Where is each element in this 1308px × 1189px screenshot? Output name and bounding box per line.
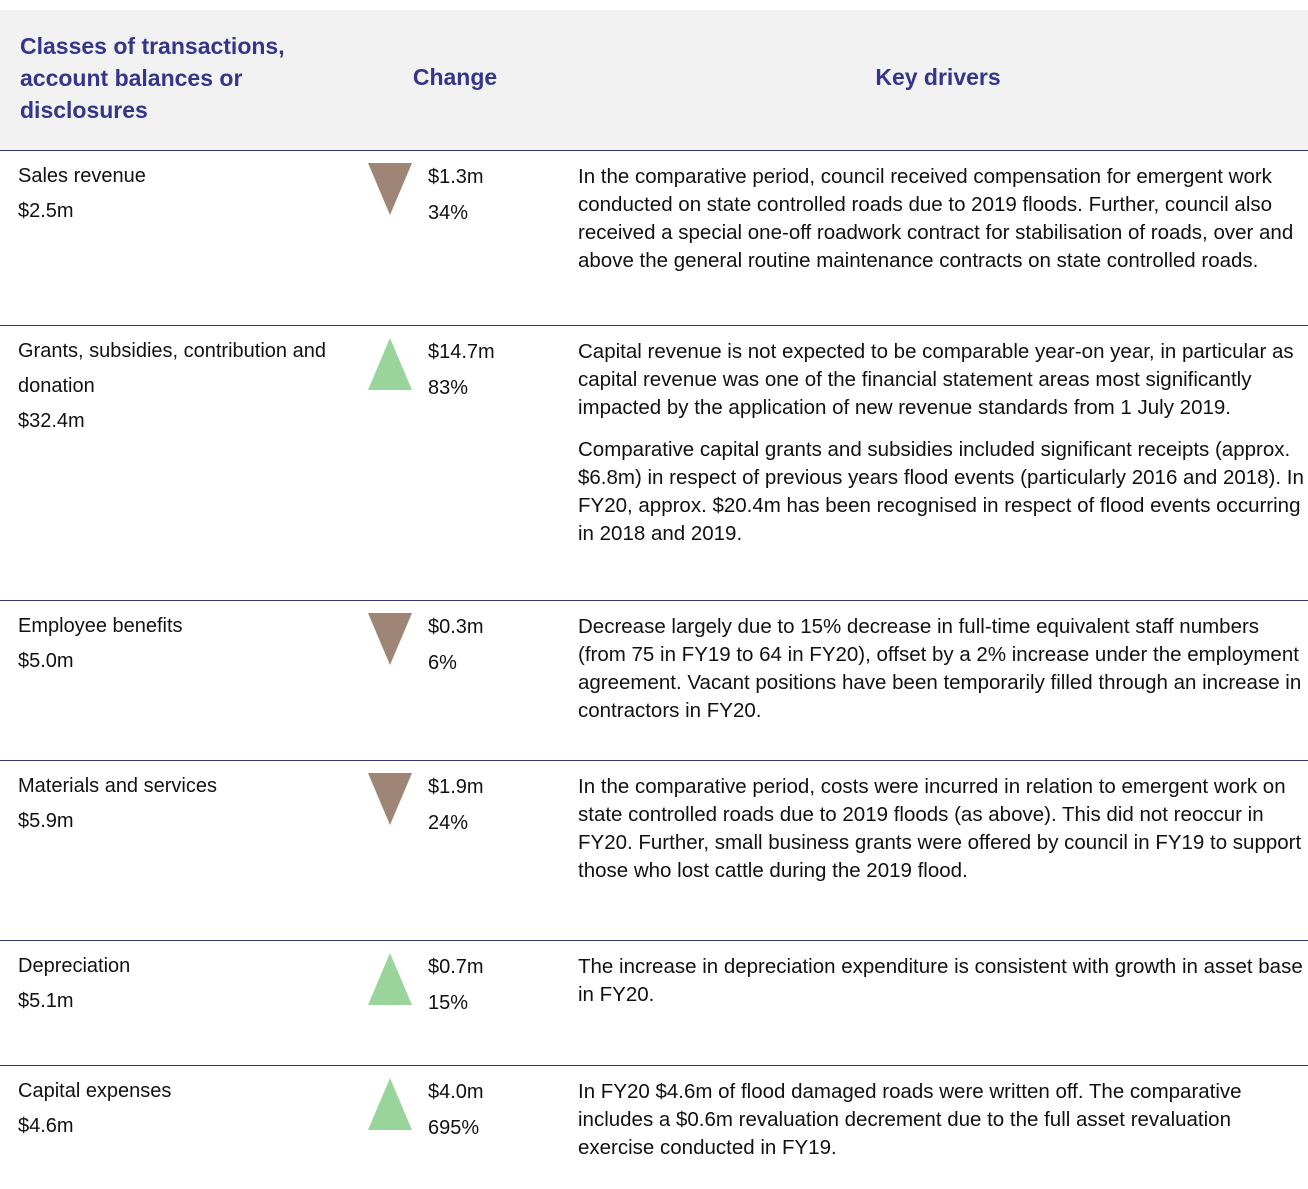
table-row: Employee benefits $5.0m $0.3m 6% Decrease la… bbox=[0, 600, 1308, 760]
class-cell: Grants, subsidies, contribution and dona… bbox=[18, 334, 348, 439]
table-row: Materials and services $5.9m $1.9m 24% In th… bbox=[0, 760, 1308, 940]
key-drivers-cell: The increase in depreciation expenditure… bbox=[578, 953, 1306, 1023]
change-cell: $14.7m 83% bbox=[428, 334, 495, 406]
amount: $5.1m bbox=[18, 990, 74, 1012]
triangle bbox=[368, 163, 412, 215]
amount: $5.0m bbox=[18, 650, 74, 672]
change-amount: $1.3m bbox=[428, 166, 484, 188]
class-cell: Employee benefits $5.0m bbox=[18, 609, 348, 679]
up-arrow-icon bbox=[368, 338, 412, 390]
down-arrow-icon bbox=[368, 613, 412, 665]
table-row: Grants, subsidies, contribution and dona… bbox=[0, 325, 1308, 600]
class-name: Employee benefits bbox=[18, 615, 183, 637]
key-driver-text: In the comparative period, council recei… bbox=[578, 165, 1294, 272]
amount: $2.5m bbox=[18, 200, 74, 222]
down-arrow-icon bbox=[368, 163, 412, 215]
change-amount: $0.7m bbox=[428, 956, 484, 978]
key-drivers-cell: In the comparative period, costs were in… bbox=[578, 773, 1306, 899]
triangle bbox=[368, 1078, 412, 1130]
class-name: Depreciation bbox=[18, 955, 131, 977]
up-arrow-icon bbox=[368, 1078, 412, 1130]
key-driver-text: In the comparative period, costs were in… bbox=[578, 775, 1302, 882]
class-cell: Depreciation $5.1m bbox=[18, 949, 348, 1019]
change-cell: $0.3m 6% bbox=[428, 609, 484, 681]
class-name: Capital expenses bbox=[18, 1080, 172, 1102]
class-cell: Sales revenue $2.5m bbox=[18, 159, 348, 229]
header-cell: Change bbox=[412, 64, 498, 90]
key-drivers-cell: In FY20 $4.6m of flood damaged roads wer… bbox=[578, 1078, 1306, 1176]
key-drivers-cell: Capital revenue is not expected to be co… bbox=[578, 338, 1306, 562]
table-row: Sales revenue $2.5m $1.3m 34% In the compara… bbox=[0, 150, 1308, 325]
key-driver-text: Capital revenue is not expected to be co… bbox=[578, 340, 1294, 419]
change-amount: $4.0m bbox=[428, 1081, 484, 1103]
change-percent: 695% bbox=[428, 1117, 480, 1139]
amount: $32.4m bbox=[18, 410, 85, 432]
class-cell: Capital expenses $4.6m bbox=[18, 1074, 348, 1144]
change-cell: $4.0m 695% bbox=[428, 1074, 484, 1146]
change-percent: 6% bbox=[428, 652, 457, 674]
header-cell: Classes of transactions, account balance… bbox=[20, 33, 285, 123]
triangle bbox=[368, 953, 412, 1005]
key-drivers-cell: Decrease largely due to 15% decrease in … bbox=[578, 613, 1306, 739]
change-amount: $0.3m bbox=[428, 616, 484, 638]
table-row: Capital expenses $4.6m $4.0m 695% In FY20 $4… bbox=[0, 1065, 1308, 1189]
key-driver-text: In FY20 $4.6m of flood damaged roads wer… bbox=[578, 1080, 1242, 1159]
change-percent: 15% bbox=[428, 992, 469, 1014]
table-header: Classes of transactions, account balance… bbox=[0, 10, 1308, 150]
change-amount: $14.7m bbox=[428, 341, 495, 363]
key-drivers-cell: In the comparative period, council recei… bbox=[578, 163, 1306, 289]
triangle bbox=[368, 613, 412, 665]
up-arrow-icon bbox=[368, 953, 412, 1005]
change-percent: 83% bbox=[428, 377, 469, 399]
key-driver-text: The increase in depreciation expenditure… bbox=[578, 955, 1303, 1006]
down-arrow-icon bbox=[368, 773, 412, 825]
triangle bbox=[368, 773, 412, 825]
amount: $5.9m bbox=[18, 810, 74, 832]
change-percent: 34% bbox=[428, 202, 469, 224]
table-row: Depreciation $5.1m $0.7m 15% The increase in… bbox=[0, 940, 1308, 1065]
class-name: Materials and services bbox=[18, 775, 217, 797]
key-driver-text: Comparative capital grants and subsidies… bbox=[578, 438, 1304, 545]
triangle bbox=[368, 338, 412, 390]
change-cell: $0.7m 15% bbox=[428, 949, 484, 1021]
header-cell: Key drivers bbox=[875, 64, 1001, 90]
class-name: Sales revenue bbox=[18, 165, 146, 187]
change-cell: $1.9m 24% bbox=[428, 769, 484, 841]
class-cell: Materials and services $5.9m bbox=[18, 769, 348, 839]
class-name: Grants, subsidies, contribution and dona… bbox=[18, 340, 326, 397]
amount: $4.6m bbox=[18, 1115, 74, 1137]
change-cell: $1.3m 34% bbox=[428, 159, 484, 231]
key-driver-text: Decrease largely due to 15% decrease in … bbox=[578, 615, 1302, 722]
change-percent: 24% bbox=[428, 812, 469, 834]
change-amount: $1.9m bbox=[428, 776, 484, 798]
